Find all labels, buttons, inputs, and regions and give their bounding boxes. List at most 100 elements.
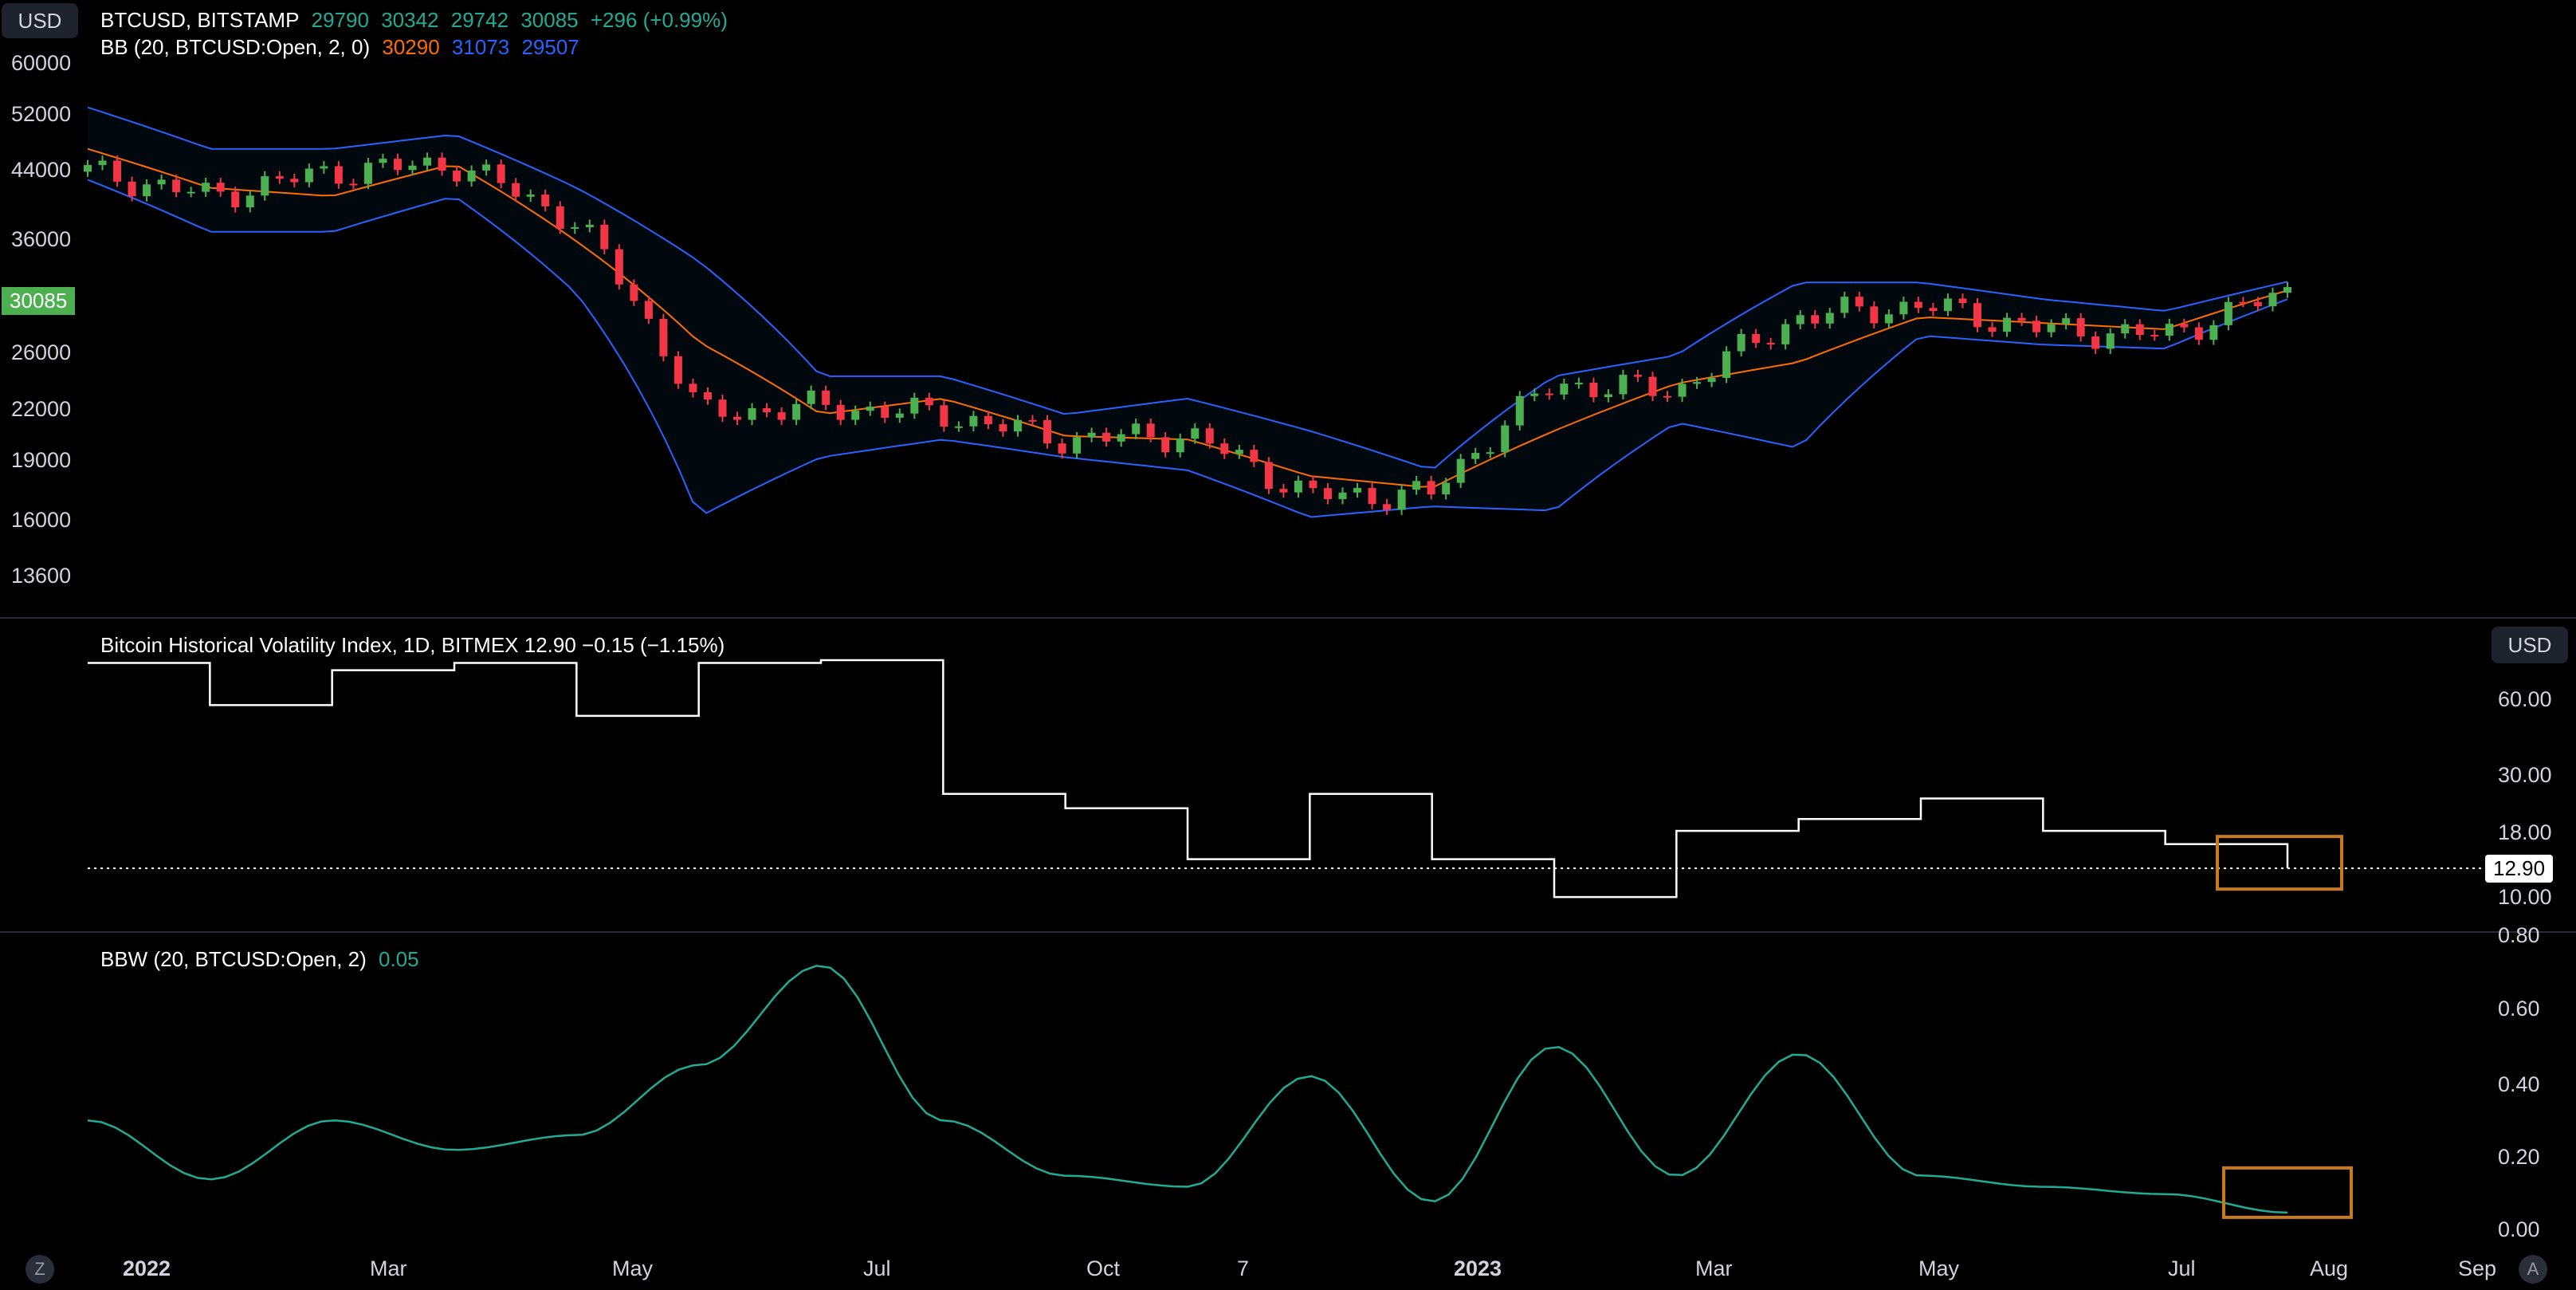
time-tick: Jul bbox=[2168, 1257, 2196, 1280]
ohlc-close: 30085 bbox=[520, 8, 579, 32]
candle-body bbox=[2135, 324, 2144, 336]
candle-body bbox=[1604, 394, 1612, 398]
candle-body bbox=[1943, 298, 1952, 312]
bbw-tick: 0.60 bbox=[2498, 997, 2540, 1021]
candle-body bbox=[1117, 434, 1125, 442]
candle-body bbox=[600, 224, 609, 250]
candle-body bbox=[379, 159, 387, 163]
currency-button[interactable]: USD bbox=[2, 3, 78, 38]
candle-body bbox=[349, 183, 358, 186]
bb-lower-line bbox=[87, 179, 2288, 518]
candle-body bbox=[245, 195, 254, 207]
time-tick: 7 bbox=[1237, 1257, 1250, 1280]
ohlc-high: 30342 bbox=[381, 8, 439, 32]
bbw-line bbox=[87, 965, 2288, 1214]
time-tick: 2022 bbox=[123, 1257, 171, 1280]
price-tick: 52000 bbox=[11, 102, 72, 126]
pane-separator[interactable] bbox=[0, 931, 2576, 933]
candle-body bbox=[1087, 432, 1096, 438]
time-tick: Oct bbox=[1086, 1257, 1121, 1280]
bbw-tick: 0.20 bbox=[2498, 1145, 2540, 1169]
candle-body bbox=[2121, 324, 2130, 334]
candle-body bbox=[910, 397, 919, 414]
bb-band-fill bbox=[88, 107, 2287, 517]
candle-body bbox=[497, 164, 505, 183]
symbol-label: BTCUSD, BITSTAMP bbox=[100, 8, 300, 32]
candle-body bbox=[703, 392, 712, 400]
candle-body bbox=[763, 407, 772, 413]
time-tick: Sep bbox=[2458, 1257, 2497, 1280]
candle-body bbox=[2047, 324, 2056, 332]
vol-tick: 60.00 bbox=[2498, 687, 2552, 711]
candle-body bbox=[925, 397, 933, 406]
candle-body bbox=[1929, 308, 1938, 312]
candle-body bbox=[1309, 480, 1317, 489]
time-tick: Mar bbox=[1695, 1257, 1733, 1280]
candle-body bbox=[1338, 492, 1347, 500]
candle-body bbox=[1870, 306, 1879, 324]
bbw-value: 0.05 bbox=[379, 947, 419, 971]
candle-body bbox=[1988, 327, 1997, 332]
candle-body bbox=[172, 179, 181, 192]
auto-scale-toggle[interactable]: A bbox=[2519, 1255, 2547, 1284]
log-scale-toggle[interactable]: Z bbox=[26, 1255, 54, 1284]
candle-body bbox=[467, 170, 476, 182]
candle-body bbox=[807, 390, 815, 404]
candle-body bbox=[2283, 287, 2291, 293]
candle-body bbox=[216, 183, 225, 192]
candle-body bbox=[526, 195, 535, 197]
candle-body bbox=[630, 284, 638, 301]
candle-body bbox=[1589, 382, 1598, 398]
vol-currency-button[interactable]: USD bbox=[2492, 627, 2568, 663]
candle-body bbox=[881, 407, 889, 418]
candle-body bbox=[453, 170, 461, 182]
candle-body bbox=[320, 166, 328, 169]
candle-body bbox=[1073, 437, 1082, 454]
candle-body bbox=[231, 191, 240, 207]
candle-body bbox=[1220, 443, 1229, 454]
candle-body bbox=[792, 403, 801, 420]
candle-body bbox=[1279, 489, 1288, 493]
candle-body bbox=[512, 183, 520, 197]
candle-body bbox=[1264, 462, 1273, 490]
candle-body bbox=[1693, 382, 1702, 384]
candle-body bbox=[84, 164, 92, 172]
candle-body bbox=[733, 416, 742, 420]
candle-body bbox=[969, 415, 978, 427]
candle-body bbox=[334, 166, 343, 184]
candle-body bbox=[1132, 423, 1141, 435]
candle-body bbox=[1560, 383, 1569, 395]
candle-body bbox=[1545, 393, 1553, 395]
candle-body bbox=[1471, 453, 1480, 459]
candle-body bbox=[1737, 333, 1745, 352]
candle-body bbox=[1397, 490, 1406, 510]
candle-body bbox=[1914, 301, 1922, 309]
bb-basis-line bbox=[87, 147, 2288, 488]
candle-body bbox=[851, 411, 860, 420]
candle-body bbox=[1043, 419, 1052, 444]
candle-body bbox=[556, 206, 564, 229]
candle-body bbox=[1191, 428, 1200, 439]
candle-body bbox=[895, 413, 904, 418]
candle-body bbox=[585, 224, 594, 227]
candle-body bbox=[1648, 376, 1657, 396]
candle-body bbox=[777, 412, 786, 420]
candle-body bbox=[1855, 297, 1863, 307]
candle-body bbox=[363, 163, 372, 184]
candle-body bbox=[1752, 333, 1761, 344]
candle-body bbox=[2253, 301, 2262, 307]
volatility-line bbox=[88, 659, 2289, 899]
candle-body bbox=[1323, 488, 1332, 500]
candle-body bbox=[2180, 324, 2189, 328]
bb-label: BB (20, BTCUSD:Open, 2, 0) bbox=[100, 35, 371, 59]
bb-lower-value: 29507 bbox=[521, 35, 579, 59]
candle-body bbox=[1176, 439, 1184, 453]
candle-body bbox=[1619, 375, 1628, 395]
pane-separator[interactable] bbox=[0, 617, 2576, 619]
candle-body bbox=[1840, 297, 1849, 313]
time-tick: 2023 bbox=[1454, 1257, 1502, 1280]
bbw-tick: 0.40 bbox=[2498, 1072, 2540, 1096]
candle-body bbox=[1825, 313, 1834, 324]
candle-body bbox=[2194, 327, 2203, 340]
